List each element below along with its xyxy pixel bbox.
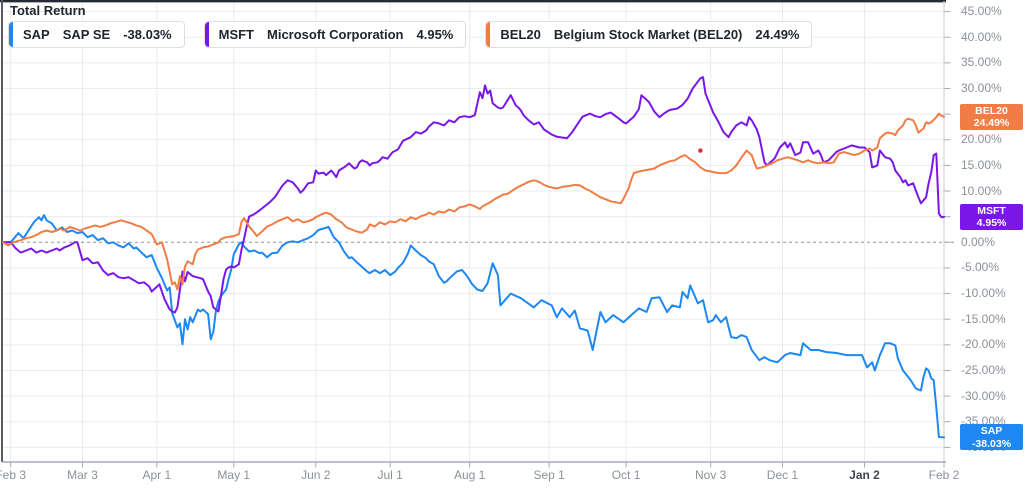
legend-value: 4.95% <box>416 27 454 42</box>
x-axis-label: Nov 3 <box>694 468 727 482</box>
x-axis-label: Aug 1 <box>453 468 486 482</box>
x-axis-label: Jul 1 <box>377 468 403 482</box>
y-axis-label: 0.00% <box>961 234 996 249</box>
y-axis-label: -25.00% <box>961 362 1006 377</box>
bel20-line[interactable] <box>2 112 945 291</box>
y-axis-label: 10.00% <box>961 183 1002 198</box>
x-axis-label: Oct 1 <box>611 468 641 482</box>
badge-ticker: BEL20 <box>975 104 1008 117</box>
legend-color-bar <box>204 22 209 47</box>
sap-line[interactable] <box>2 214 945 439</box>
badge-ticker: MSFT <box>977 204 1006 217</box>
sap-end-badge: SAP -38.03% <box>960 424 1023 451</box>
legend-ticker: SAP <box>23 27 50 42</box>
y-axis-label: -5.00% <box>961 260 1000 275</box>
legend-name: Microsoft Corporation <box>267 27 404 42</box>
y-axis-label: 15.00% <box>961 157 1002 172</box>
legend-value: 24.49% <box>755 27 800 42</box>
y-axis-label: -20.00% <box>961 337 1006 352</box>
x-axis-label: May 1 <box>217 468 251 482</box>
badge-value: 4.95% <box>976 217 1007 230</box>
x-axis-label: Apr 1 <box>142 468 172 482</box>
x-axis-label: Sep 1 <box>533 468 565 482</box>
legend-name: SAP SE <box>62 27 111 42</box>
legend-name: Belgium Stock Market (BEL20) <box>553 27 743 42</box>
x-axis-label: Jun 2 <box>301 468 331 482</box>
legend-item-msft[interactable]: MSFT Microsoft Corporation 4.95% <box>203 21 467 48</box>
x-axis-label: Dec 1 <box>766 468 799 482</box>
badge-value: -38.03% <box>971 437 1012 450</box>
y-axis-label: 35.00% <box>961 55 1002 70</box>
y-axis-label: 20.00% <box>961 132 1002 147</box>
chart-title: Total Return <box>10 3 86 18</box>
x-axis-label: Feb 3 <box>0 468 27 482</box>
legend-item-bel20[interactable]: BEL20 Belgium Stock Market (BEL20) 24.49% <box>485 21 813 48</box>
legend-value: -38.03% <box>123 27 172 42</box>
y-axis-label: 45.00% <box>961 4 1002 19</box>
msft-line[interactable] <box>2 76 945 314</box>
legend-color-bar <box>486 22 491 47</box>
y-axis-label: 30.00% <box>961 80 1002 95</box>
bel20-end-badge: BEL20 24.49% <box>960 103 1023 130</box>
y-axis-label: -30.00% <box>961 388 1006 403</box>
y-axis-label: -10.00% <box>961 286 1006 301</box>
legend: SAP SAP SE -38.03% MSFT Microsoft Corporatio… <box>8 21 813 48</box>
legend-ticker: BEL20 <box>500 27 541 42</box>
x-axis-label: Jan 2 <box>849 468 880 482</box>
x-axis-label: Mar 3 <box>67 468 98 482</box>
y-axis-label: 40.00% <box>961 29 1002 44</box>
legend-item-sap[interactable]: SAP SAP SE -38.03% <box>8 21 185 48</box>
msft-end-badge: MSFT 4.95% <box>960 203 1023 230</box>
legend-ticker: MSFT <box>218 27 254 42</box>
legend-color-bar <box>9 22 13 47</box>
x-axis-label: Feb 2 <box>928 468 960 482</box>
y-axis-label: -15.00% <box>961 311 1006 326</box>
badge-value: 24.49% <box>973 117 1010 130</box>
badge-ticker: SAP <box>980 425 1003 438</box>
red-dot-marker <box>698 148 703 153</box>
